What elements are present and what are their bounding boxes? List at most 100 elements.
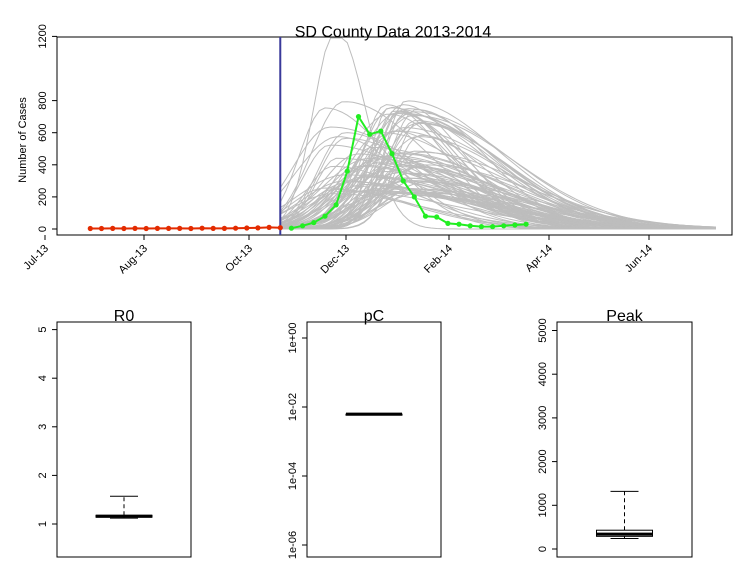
simulation-lines [279, 37, 717, 230]
box-mark [345, 412, 403, 416]
simulation-line [280, 122, 717, 230]
box-plot-title: Peak [606, 308, 643, 325]
series-line [291, 113, 527, 230]
data-point [456, 221, 462, 227]
data-point [389, 151, 395, 157]
main-chart: SD County Data 2013-2014 Number of Cases… [17, 24, 733, 276]
box-plot-frame [56, 321, 192, 558]
main-x-tick-label: Feb-14 [422, 243, 455, 276]
fit-period-series [87, 224, 283, 232]
box-y-tick-label: 0 [537, 546, 549, 552]
main-y-tick-label: 0 [37, 226, 49, 232]
simulation-line [280, 192, 717, 230]
main-y-tick-label: 400 [37, 156, 49, 174]
data-point [523, 221, 529, 227]
data-point [143, 225, 149, 232]
box-plot-frame [556, 321, 693, 558]
box-y-tick-label: 1000 [537, 493, 549, 517]
main-y-tick-label: 800 [37, 91, 49, 109]
box-y-tick-label: 2000 [537, 449, 549, 473]
main-x-axis: Jul-13 Aug-13 Oct-13 Dec-13 Feb-14 Apr-14 Jun-… [21, 235, 655, 276]
box-y-tick-label: 1e-02 [287, 393, 299, 421]
data-point [98, 225, 105, 232]
data-point [378, 128, 384, 134]
data-point [277, 225, 283, 231]
box-y-tick-label: 1e-04 [287, 462, 299, 490]
simulation-line [280, 151, 717, 230]
simulation-line [279, 37, 716, 230]
data-point [210, 225, 216, 231]
data-point [478, 224, 484, 230]
data-point [411, 194, 417, 200]
data-point [199, 225, 205, 231]
main-x-tick-label: Aug-13 [117, 243, 151, 277]
forecast-period-series [288, 113, 529, 231]
box-y-tick-label: 3 [37, 424, 49, 430]
series-line [90, 226, 281, 230]
main-x-tick-label: Jun-14 [623, 243, 655, 275]
main-x-tick-label: Apr-14 [523, 243, 555, 275]
main-x-tick-label: Oct-13 [223, 243, 255, 275]
box-y-tick-label: 2 [37, 472, 49, 478]
box-y-tick-label: 1 [37, 521, 49, 527]
data-point [322, 213, 328, 219]
box-mark [95, 495, 153, 519]
box-y-tick-label: 5 [37, 327, 49, 333]
data-point [422, 213, 429, 219]
box-plot-r0: R0 1 2 3 4 5 [37, 308, 192, 558]
data-point [87, 225, 93, 232]
data-point [355, 114, 362, 120]
box-plot-pc: pC 1e-06 1e-04 1e-02 1e+00 [287, 308, 442, 559]
data-point [367, 131, 373, 137]
data-point [434, 214, 440, 220]
box-y-tick-label: 5000 [537, 318, 549, 342]
main-x-tick-label: Jul-13 [21, 243, 51, 273]
data-point [177, 225, 183, 231]
data-point [288, 225, 294, 231]
simulation-line [280, 164, 717, 230]
data-point [467, 223, 473, 229]
data-point [233, 225, 239, 231]
data-point [333, 202, 339, 208]
data-point [221, 225, 227, 231]
box-y-tick-label: 3000 [537, 406, 549, 430]
data-point [311, 220, 317, 226]
data-point [121, 225, 127, 232]
main-y-axis-label: Number of Cases [17, 97, 29, 183]
main-y-tick-label: 200 [37, 188, 49, 206]
box-y-tick-label: 1e+00 [287, 323, 299, 354]
data-point [154, 225, 160, 231]
observed-series [87, 113, 529, 232]
main-title: SD County Data 2013-2014 [295, 24, 492, 41]
box-plot-title: pC [364, 308, 384, 325]
simulation-line [280, 187, 717, 230]
data-point [166, 225, 172, 231]
data-point [400, 178, 406, 184]
box-plot-title: R0 [114, 308, 135, 325]
main-y-tick-label: 600 [37, 124, 49, 142]
data-point [344, 168, 350, 174]
main-y-axis: 0 200 400 600 800 1200 [37, 24, 58, 232]
simulation-line [280, 180, 716, 230]
data-point [512, 222, 518, 228]
data-point [501, 223, 507, 229]
main-y-tick-label: 1200 [37, 24, 49, 48]
box-y-tick-label: 4 [37, 375, 49, 381]
data-point [490, 224, 496, 230]
data-point [244, 225, 250, 231]
box-plot-peak: Peak 0 1000 2000 3000 4000 5000 [537, 308, 693, 558]
data-point [445, 220, 451, 226]
box-y-tick-label: 4000 [537, 362, 549, 386]
data-point [188, 225, 194, 232]
data-point [266, 224, 272, 230]
simulation-line [280, 188, 717, 230]
data-point [255, 225, 261, 231]
main-plot-frame [56, 36, 733, 236]
data-point [300, 223, 306, 229]
data-point [132, 225, 138, 231]
box-y-tick-label: 1e-06 [287, 531, 299, 559]
main-x-tick-label: Dec-13 [319, 243, 353, 277]
data-point [110, 225, 116, 231]
box-plot-frame [306, 321, 442, 558]
box-mark [596, 490, 653, 540]
